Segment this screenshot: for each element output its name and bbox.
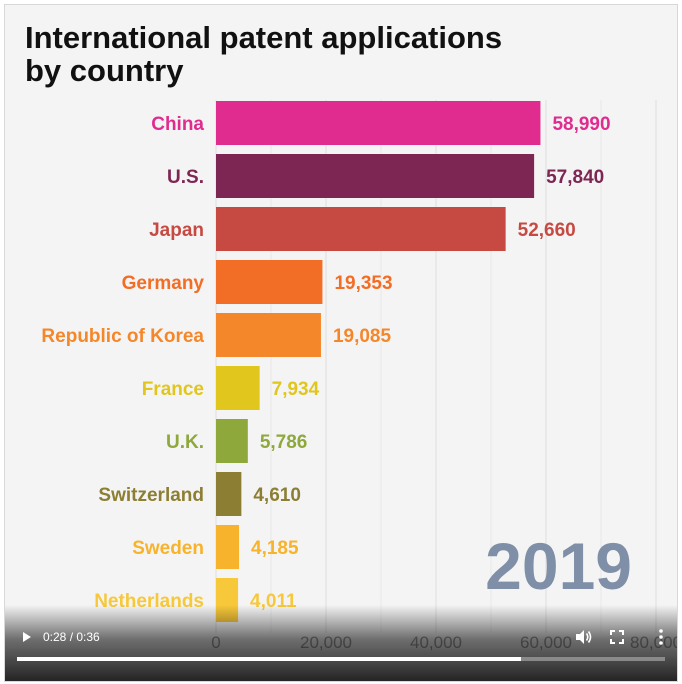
- chart-title: International patent applications by cou…: [25, 21, 502, 87]
- chart-title-line-2: by country: [25, 53, 184, 88]
- volume-icon[interactable]: [573, 627, 593, 647]
- category-label: Japan: [149, 220, 204, 241]
- bar-5: [216, 313, 321, 357]
- fullscreen-icon[interactable]: [607, 627, 627, 647]
- bar-9: [216, 525, 240, 569]
- video-frame: International patent applications by cou…: [4, 4, 678, 682]
- value-label: 19,353: [334, 273, 392, 294]
- category-label: Switzerland: [98, 485, 204, 506]
- more-vertical-icon[interactable]: [653, 627, 669, 647]
- bar-6: [216, 366, 260, 410]
- value-label: 7,934: [272, 379, 320, 400]
- bar-1: [216, 101, 541, 145]
- chart-title-line-1: International patent applications: [25, 20, 503, 55]
- value-label: 52,660: [518, 220, 576, 241]
- bar-4: [216, 260, 323, 304]
- value-label: 19,085: [333, 326, 392, 347]
- value-label: 57,840: [546, 167, 604, 188]
- bar-3: [216, 207, 506, 251]
- bar-2: [216, 154, 535, 198]
- bar-8: [216, 472, 242, 516]
- year-label: 2019: [485, 529, 632, 603]
- category-label: U.S.: [167, 167, 204, 188]
- category-label: China: [151, 114, 204, 135]
- value-label: 58,990: [552, 114, 610, 135]
- bar-chart: 020,00040,00060,00080,0002019China58,990…: [41, 100, 677, 652]
- play-icon[interactable]: [19, 629, 35, 645]
- category-label: Sweden: [132, 538, 204, 559]
- category-label: France: [142, 379, 204, 400]
- category-label: Republic of Korea: [41, 326, 204, 347]
- progress-bar[interactable]: [17, 657, 665, 661]
- value-label: 4,610: [253, 485, 301, 506]
- value-label: 5,786: [260, 432, 308, 453]
- progress-bar-fill: [17, 657, 521, 661]
- bar-7: [216, 419, 248, 463]
- value-label: 4,185: [251, 538, 299, 559]
- category-label: Germany: [122, 273, 205, 294]
- time-display: 0:28 / 0:36: [43, 630, 100, 644]
- category-label: U.K.: [166, 432, 204, 453]
- video-controls: 0:28 / 0:36: [5, 605, 677, 681]
